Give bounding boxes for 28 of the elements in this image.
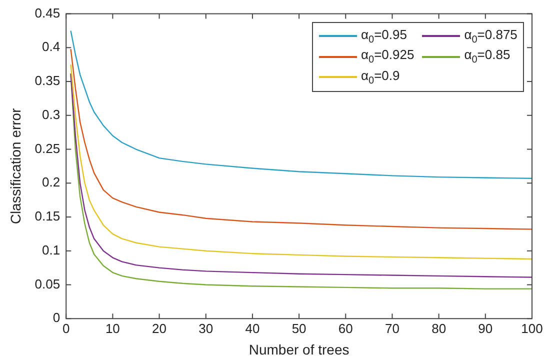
- y-tick-label: 0.2: [42, 174, 60, 190]
- x-tick-label: 0: [62, 320, 70, 336]
- y-tick-label: 0.4: [42, 39, 60, 54]
- x-tick-label: 100: [521, 320, 543, 336]
- y-tick-label: 0.25: [34, 140, 60, 156]
- legend-label: α$_{0}$=0.85: [464, 47, 510, 66]
- y-tick-label: 0.45: [34, 5, 60, 20]
- y-tick-label: 0.1: [42, 242, 60, 258]
- y-tick-label: 0.3: [42, 106, 60, 122]
- legend-label: α$_{0}$=0.9: [361, 68, 400, 87]
- x-tick-label: 90: [478, 320, 493, 336]
- x-tick-label: 50: [292, 320, 306, 336]
- x-tick-label: 40: [245, 320, 260, 336]
- y-tick-label: 0: [52, 310, 60, 326]
- x-axis-title: Number of trees: [248, 341, 350, 358]
- x-tick-label: 70: [384, 320, 400, 336]
- y-axis-title: Classification error: [7, 108, 24, 224]
- legend-label: α$_{0}$=0.875: [464, 26, 518, 46]
- y-tick-label: 0.05: [34, 276, 60, 292]
- y-tick-label: 0.15: [34, 208, 60, 224]
- x-tick-label: 10: [105, 320, 120, 336]
- x-tick-label: 80: [432, 320, 446, 336]
- x-tick-label: 60: [338, 320, 353, 336]
- y-tick-label: 0.35: [34, 73, 60, 88]
- x-tick-label: 30: [198, 320, 214, 336]
- x-tick-label: 20: [152, 320, 167, 336]
- legend-label: α$_{0}$=0.925: [361, 47, 414, 66]
- legend-label: α$_{0}$=0.95: [361, 26, 407, 46]
